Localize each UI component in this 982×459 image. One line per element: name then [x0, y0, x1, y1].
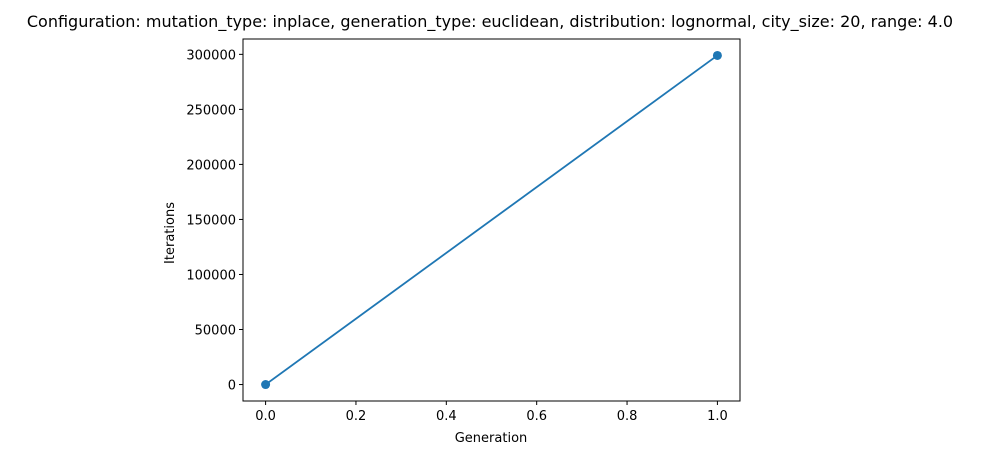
y-tick-label: 300000 [186, 48, 236, 63]
y-axis-ticks: 0 50000 100000 150000 200000 250000 300000 [186, 48, 243, 394]
x-axis-label: Generation [455, 431, 528, 446]
x-tick-label: 0.0 [255, 409, 276, 424]
x-tick-label: 1.0 [707, 409, 728, 424]
x-tick-label: 0.2 [346, 409, 367, 424]
x-axis-ticks: 0.0 0.2 0.4 0.6 0.8 1.0 [255, 401, 728, 424]
plot-area: 0.0 0.2 0.4 0.6 0.8 1.0 0 50000 100000 150000 200… [186, 38, 741, 424]
x-tick-label: 0.8 [617, 409, 638, 424]
x-tick-label: 0.6 [526, 409, 547, 424]
plot-frame [242, 38, 741, 402]
data-point [712, 50, 722, 60]
y-tick-label: 50000 [195, 324, 236, 339]
series-line [265, 54, 718, 386]
y-tick-label: 0 [228, 379, 236, 394]
x-tick-label: 0.4 [436, 409, 457, 424]
y-tick-label: 200000 [186, 158, 236, 173]
y-axis-label: Iterations [163, 202, 178, 264]
chart-title: Configuration: mutation_type: inplace, g… [27, 12, 953, 32]
y-tick-label: 150000 [186, 213, 236, 228]
y-tick-label: 250000 [186, 103, 236, 118]
y-tick-label: 100000 [186, 268, 236, 283]
data-point [261, 380, 271, 390]
series-layer [261, 50, 722, 390]
